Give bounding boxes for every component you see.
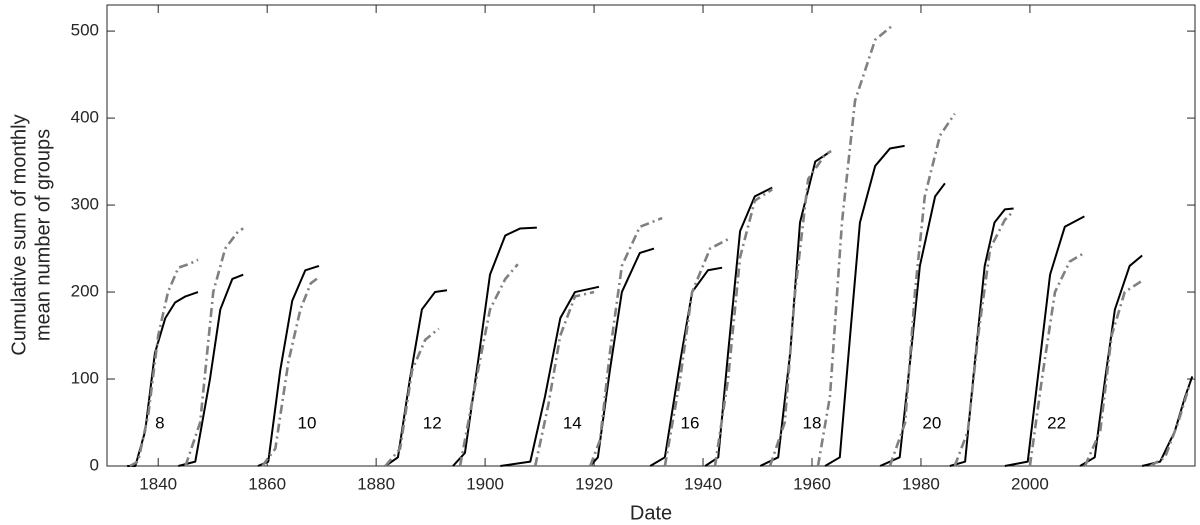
series-line xyxy=(452,226,537,467)
series-line xyxy=(816,25,892,467)
series-line xyxy=(949,207,1014,467)
y-tick-label: 500 xyxy=(71,21,99,40)
cycle-label: 10 xyxy=(297,414,316,433)
cycle-label: 16 xyxy=(680,414,699,433)
series-line xyxy=(589,216,663,467)
series-line xyxy=(184,227,244,467)
series-line xyxy=(824,144,905,467)
x-tick-label: 1880 xyxy=(357,474,395,493)
y-tick-label: 100 xyxy=(71,369,99,388)
series-line xyxy=(713,188,773,467)
cycle-label: 22 xyxy=(1047,414,1066,433)
x-tick-label: 2000 xyxy=(1011,474,1049,493)
plot-frame xyxy=(106,4,1196,467)
x-tick-label: 1960 xyxy=(793,474,831,493)
series-line xyxy=(500,285,600,467)
series-line xyxy=(759,150,832,467)
series-line xyxy=(1083,279,1143,467)
x-tick-label: 1980 xyxy=(902,474,940,493)
series-line xyxy=(533,290,595,467)
series-line xyxy=(1149,382,1192,468)
series-line xyxy=(384,327,440,467)
x-tick-label: 1920 xyxy=(575,474,613,493)
series-line xyxy=(261,276,320,467)
x-tick-label: 1900 xyxy=(466,474,504,493)
y-axis-label: Cumulative sum of monthly xyxy=(8,114,30,355)
cycle-label: 14 xyxy=(563,414,582,433)
series-line xyxy=(384,289,448,467)
y-tick-label: 200 xyxy=(71,282,99,301)
series-line xyxy=(768,150,832,467)
y-tick-label: 400 xyxy=(71,108,99,127)
series-line xyxy=(257,264,320,467)
series-line xyxy=(178,273,244,467)
series-line xyxy=(1079,254,1143,467)
cycle-label: 8 xyxy=(155,414,164,433)
x-tick-label: 1860 xyxy=(248,474,286,493)
series-line xyxy=(879,182,946,467)
series-line xyxy=(127,291,199,467)
cycle-label: 12 xyxy=(423,414,442,433)
y-tick-label: 0 xyxy=(90,455,99,474)
y-tick-label: 300 xyxy=(71,195,99,214)
series-line xyxy=(663,236,731,467)
x-tick-label: 1840 xyxy=(139,474,177,493)
x-tick-label: 1940 xyxy=(684,474,722,493)
series-line xyxy=(1028,251,1086,467)
series-line xyxy=(704,186,773,467)
series-line xyxy=(589,247,655,467)
series-line xyxy=(953,212,1012,467)
series-line xyxy=(1004,215,1085,467)
series-line xyxy=(649,266,723,467)
y-axis-label: mean number of groups xyxy=(32,129,54,341)
cycle-label: 20 xyxy=(922,414,941,433)
x-axis-label: Date xyxy=(630,502,672,524)
series-line xyxy=(458,263,519,467)
cycle-label: 18 xyxy=(803,414,822,433)
series-line xyxy=(129,258,199,468)
series-line xyxy=(888,113,956,467)
